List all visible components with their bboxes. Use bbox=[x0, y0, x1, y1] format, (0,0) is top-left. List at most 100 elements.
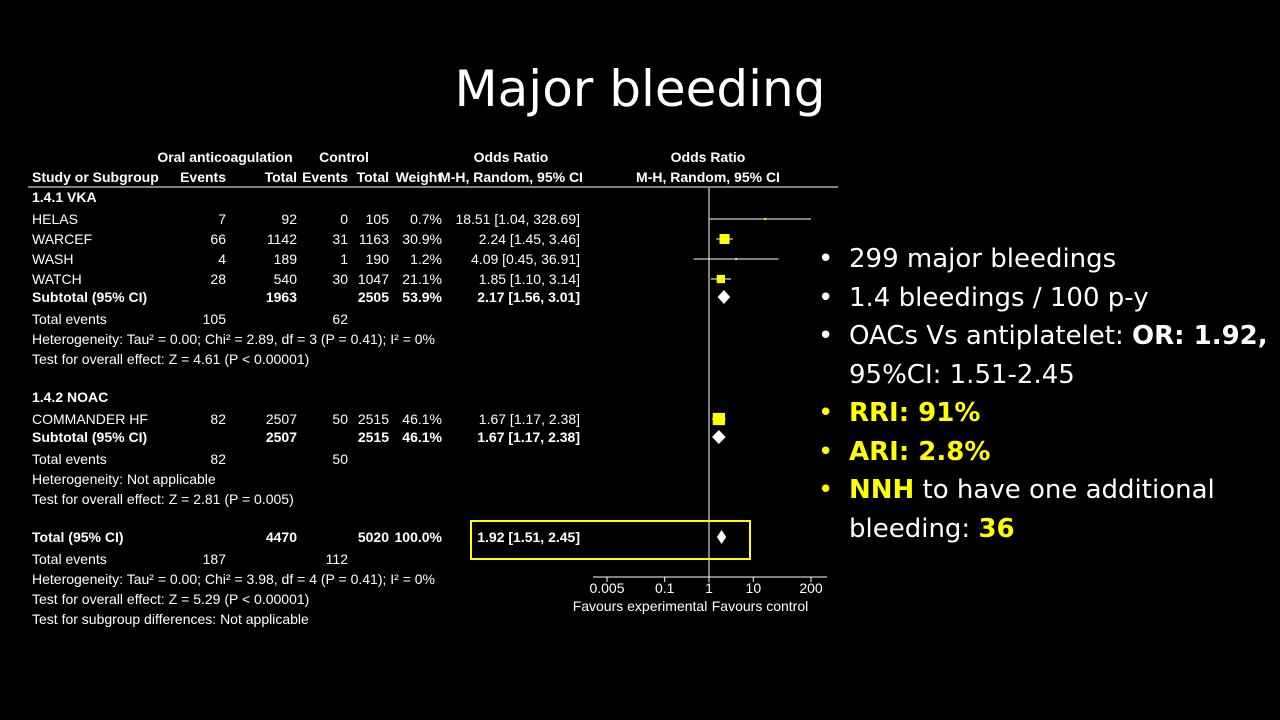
experimental-events: 82 bbox=[210, 411, 226, 427]
overall-effect-noac: Test for overall effect: Z = 2.81 (P = 0… bbox=[32, 491, 294, 507]
study-weight: 30.9% bbox=[402, 231, 442, 247]
column-header: M-H, Random, 95% CI bbox=[636, 169, 780, 185]
experimental-total: 189 bbox=[274, 251, 298, 267]
study-name: COMMANDER HF bbox=[32, 411, 148, 427]
study-weight: 1.2% bbox=[410, 251, 442, 267]
experimental-total: 2507 bbox=[266, 411, 297, 427]
experimental-events: 7 bbox=[218, 211, 226, 227]
header-or-text: Odds Ratio bbox=[474, 149, 549, 165]
control-total: 105 bbox=[366, 211, 390, 227]
study-name: WATCH bbox=[32, 271, 82, 287]
favours-control-label: Favours control bbox=[712, 598, 808, 614]
experimental-events: 28 bbox=[210, 271, 226, 287]
bullet-ari: • ARI: 2.8% bbox=[818, 436, 991, 467]
study-ci-text: 4.09 [0.45, 36.91] bbox=[471, 251, 580, 267]
study-point bbox=[735, 258, 738, 260]
subgroup-title: 1.4.1 VKA bbox=[32, 189, 97, 205]
total-control: 5020 bbox=[358, 529, 389, 545]
total-label: Total (95% CI) bbox=[32, 529, 124, 545]
column-header: Total bbox=[265, 169, 297, 185]
subtotal-noac-weight: 46.1% bbox=[402, 429, 442, 445]
total-weight: 100.0% bbox=[395, 529, 443, 545]
control-events: 30 bbox=[332, 271, 348, 287]
total-ci-text: 1.92 [1.51, 2.45] bbox=[477, 529, 580, 545]
study-ci-text: 2.24 [1.45, 3.46] bbox=[479, 231, 580, 247]
subtotal-vka-label: Subtotal (95% CI) bbox=[32, 289, 147, 305]
x-axis-tick-label: 1 bbox=[705, 580, 713, 596]
total-events-control: 62 bbox=[332, 311, 348, 327]
study-weight: 21.1% bbox=[402, 271, 442, 287]
subgroup-title: 1.4.2 NOAC bbox=[32, 389, 108, 405]
experimental-total: 92 bbox=[281, 211, 297, 227]
bullet-nnh: • NNH to have one additional bleeding: 36 bbox=[818, 475, 1215, 544]
heterogeneity-noac: Heterogeneity: Not applicable bbox=[32, 471, 216, 487]
study-ci-text: 1.67 [1.17, 2.38] bbox=[479, 411, 580, 427]
total-events-experimental: 105 bbox=[203, 311, 227, 327]
control-events: 50 bbox=[332, 411, 348, 427]
column-header: M-H, Random, 95% CI bbox=[439, 169, 583, 185]
control-events: 0 bbox=[340, 211, 348, 227]
slide-title: Major bleeding bbox=[454, 60, 826, 118]
control-total: 1163 bbox=[359, 231, 389, 247]
bullet-or: • OACs Vs antiplatelet: OR: 1.92, 95%CI: … bbox=[818, 321, 1268, 390]
bullet-rate: • 1.4 bleedings / 100 p-y bbox=[818, 282, 1149, 313]
column-header: Weight bbox=[396, 169, 443, 185]
study-weight: 46.1% bbox=[402, 411, 442, 427]
total-events-label: Total events bbox=[32, 311, 107, 327]
experimental-total: 540 bbox=[274, 271, 298, 287]
subtotal-noac-experimental-total: 2507 bbox=[266, 429, 297, 445]
experimental-total: 1142 bbox=[267, 231, 297, 247]
subtotal-vka-experimental-total: 1963 bbox=[266, 289, 297, 305]
experimental-events: 66 bbox=[210, 231, 226, 247]
subtotal-noac-control-total: 2515 bbox=[358, 429, 389, 445]
key-findings-list: • 299 major bleedings • 1.4 bleedings / 10… bbox=[818, 240, 1268, 548]
total-events-experimental: 82 bbox=[210, 451, 226, 467]
overall-effect-vka: Test for overall effect: Z = 4.61 (P < 0… bbox=[32, 351, 309, 367]
study-name: HELAS bbox=[32, 211, 78, 227]
control-total: 190 bbox=[366, 251, 390, 267]
subgroup-differences: Test for subgroup differences: Not appli… bbox=[32, 611, 309, 627]
study-ci-text: 1.85 [1.10, 3.14] bbox=[479, 271, 580, 287]
column-header: Study or Subgroup bbox=[32, 169, 159, 185]
experimental-events: 4 bbox=[218, 251, 226, 267]
x-axis-tick-label: 10 bbox=[746, 580, 762, 596]
control-total: 2515 bbox=[358, 411, 389, 427]
subtotal-vka-weight: 53.9% bbox=[402, 289, 442, 305]
subtotal-noac-ci-text: 1.67 [1.17, 2.38] bbox=[477, 429, 580, 445]
forest-plot: Oral anticoagulation Control Odds Ratio Odd… bbox=[28, 149, 838, 627]
study-point bbox=[716, 274, 725, 284]
subtotal-noac-diamond bbox=[712, 430, 726, 444]
subtotal-vka-diamond bbox=[717, 290, 731, 304]
bullet-rri: • RRI: 91% bbox=[818, 398, 981, 428]
total-experimental: 4470 bbox=[266, 529, 297, 545]
control-events: 1 bbox=[340, 251, 348, 267]
study-weight: 0.7% bbox=[410, 211, 442, 227]
column-header: Total bbox=[357, 169, 389, 185]
header-experimental: Oral anticoagulation bbox=[157, 149, 292, 165]
control-events: 31 bbox=[332, 231, 348, 247]
study-name: WASH bbox=[32, 251, 73, 267]
heterogeneity-vka: Heterogeneity: Tau² = 0.00; Chi² = 2.89,… bbox=[32, 331, 435, 347]
study-ci-text: 18.51 [1.04, 328.69] bbox=[455, 211, 580, 227]
total-events-experimental: 187 bbox=[203, 551, 227, 567]
study-name: WARCEF bbox=[32, 231, 92, 247]
study-point bbox=[712, 412, 725, 426]
favours-experimental-label: Favours experimental bbox=[573, 598, 708, 614]
total-highlight-box bbox=[470, 520, 751, 560]
total-events-label: Total events bbox=[32, 551, 107, 567]
column-header: Events bbox=[302, 169, 348, 185]
bullet-total-bleedings: • 299 major bleedings bbox=[818, 244, 1117, 274]
total-events-control: 112 bbox=[326, 551, 349, 567]
control-total: 1047 bbox=[358, 271, 389, 287]
subtotal-vka-ci-text: 2.17 [1.56, 3.01] bbox=[477, 289, 580, 305]
header-control: Control bbox=[319, 149, 369, 165]
heterogeneity-total: Heterogeneity: Tau² = 0.00; Chi² = 3.98,… bbox=[32, 571, 435, 587]
subtotal-noac-label: Subtotal (95% CI) bbox=[32, 429, 147, 445]
x-axis-tick-label: 0.005 bbox=[589, 580, 624, 596]
column-header: Events bbox=[180, 169, 226, 185]
total-diamond bbox=[716, 530, 727, 544]
x-axis-tick-label: 0.1 bbox=[655, 580, 675, 596]
total-events-label: Total events bbox=[32, 451, 107, 467]
header-or-plot: Odds Ratio bbox=[671, 149, 746, 165]
study-point bbox=[719, 233, 730, 245]
